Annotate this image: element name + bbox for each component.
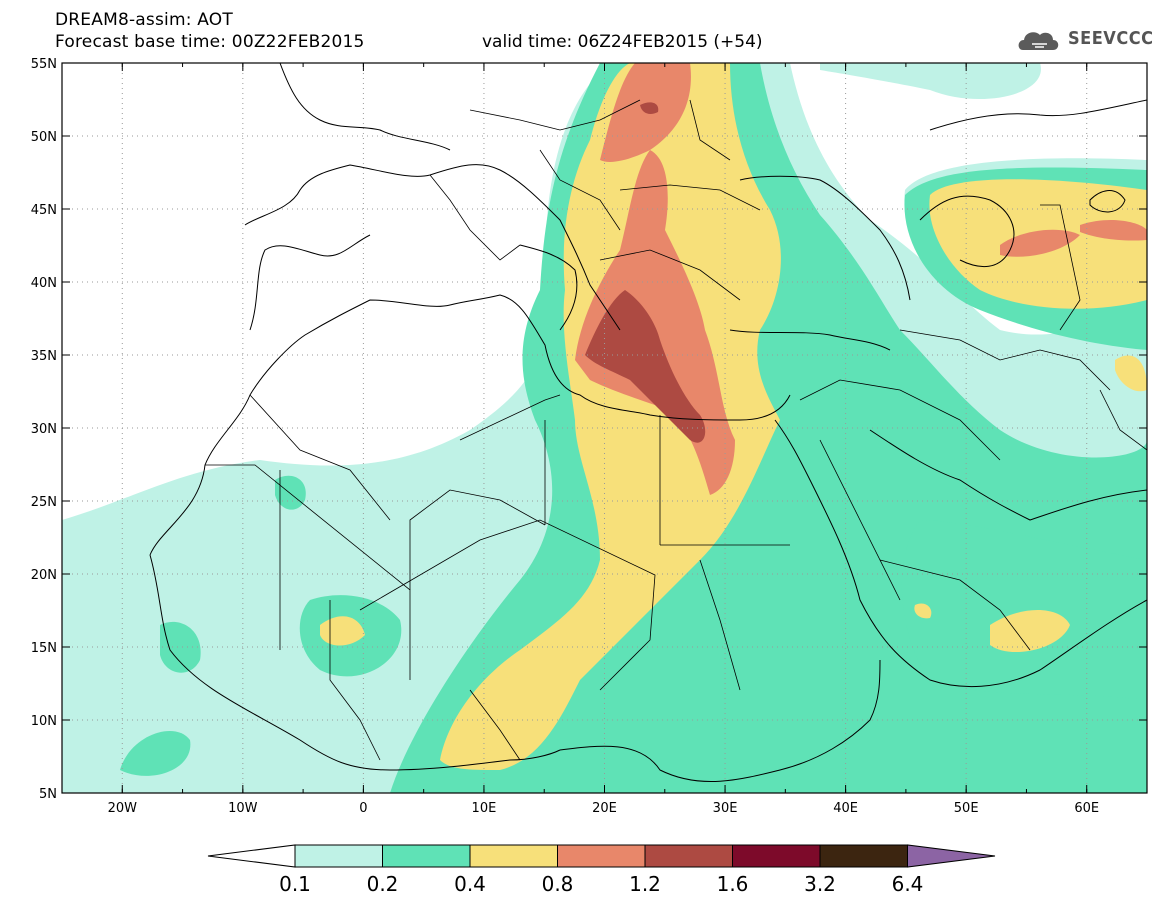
longitude-labels: 20W 10W 0 10E 20E 30E 40E 50E 60E xyxy=(108,801,1100,816)
lat-tick-label: 5N xyxy=(39,787,57,802)
lat-tick-label: 20N xyxy=(31,568,57,583)
lon-tick-label: 20E xyxy=(592,801,617,816)
valid-time: valid time: 06Z24FEB2015 (+54) xyxy=(482,32,763,52)
graticule xyxy=(62,63,1147,793)
colorbar-level-label: 6.4 xyxy=(891,872,924,896)
lat-tick-label: 40N xyxy=(31,276,57,291)
logo-text: SEEVCCC xyxy=(1068,28,1154,49)
forecast-base-time: Forecast base time: 00Z22FEB2015 xyxy=(55,32,365,52)
colorbar xyxy=(207,844,996,868)
colorbar-low-arrow xyxy=(207,844,296,868)
aot-layer-1.2 xyxy=(585,102,706,443)
colorbar-segment xyxy=(469,844,558,868)
colorbar-level-label: 1.2 xyxy=(629,872,661,896)
lon-tick-label: 40E xyxy=(833,801,858,816)
colorbar-segment xyxy=(382,844,471,868)
lon-tick-label: 10E xyxy=(472,801,497,816)
colorbar-segment xyxy=(557,844,646,868)
colorbar-level-label: 0.8 xyxy=(541,872,574,896)
aot-fields xyxy=(62,63,1147,793)
country-borders xyxy=(205,99,1147,761)
lat-tick-label: 25N xyxy=(31,495,57,510)
colorbar-segment xyxy=(294,844,383,868)
lat-tick-label: 10N xyxy=(31,714,57,729)
axis-ticks xyxy=(61,62,1148,794)
lat-tick-label: 30N xyxy=(31,422,57,437)
colorbar-level-label: 1.6 xyxy=(716,872,749,896)
lon-tick-label: 0 xyxy=(359,801,367,816)
colorbar-segment xyxy=(819,844,908,868)
lat-tick-label: 35N xyxy=(31,349,57,364)
cloud-logo-icon xyxy=(1018,32,1059,50)
lat-tick-label: 45N xyxy=(31,203,57,218)
colorbar-level-label: 0.1 xyxy=(279,872,311,896)
lon-tick-label: 20W xyxy=(108,801,138,816)
latitude-labels: 55N 50N 45N 40N 35N 30N 25N 20N 15N 10N 5N xyxy=(31,57,57,802)
lat-tick-label: 50N xyxy=(31,130,57,145)
colorbar-high-arrow xyxy=(907,844,996,868)
lat-tick-label: 55N xyxy=(31,57,57,72)
lat-tick-label: 15N xyxy=(31,641,57,656)
colorbar-level-label: 3.2 xyxy=(804,872,836,896)
map-title: DREAM8-assim: AOT xyxy=(55,10,233,30)
lon-tick-label: 60E xyxy=(1074,801,1099,816)
coastlines xyxy=(149,63,1147,783)
colorbar-segment xyxy=(732,844,821,868)
colorbar-level-label: 0.4 xyxy=(454,872,486,896)
colorbar-segment xyxy=(644,844,733,868)
lon-tick-label: 10W xyxy=(228,801,258,816)
lon-tick-label: 50E xyxy=(954,801,979,816)
colorbar-level-label: 0.2 xyxy=(366,872,399,896)
lon-tick-label: 30E xyxy=(713,801,738,816)
